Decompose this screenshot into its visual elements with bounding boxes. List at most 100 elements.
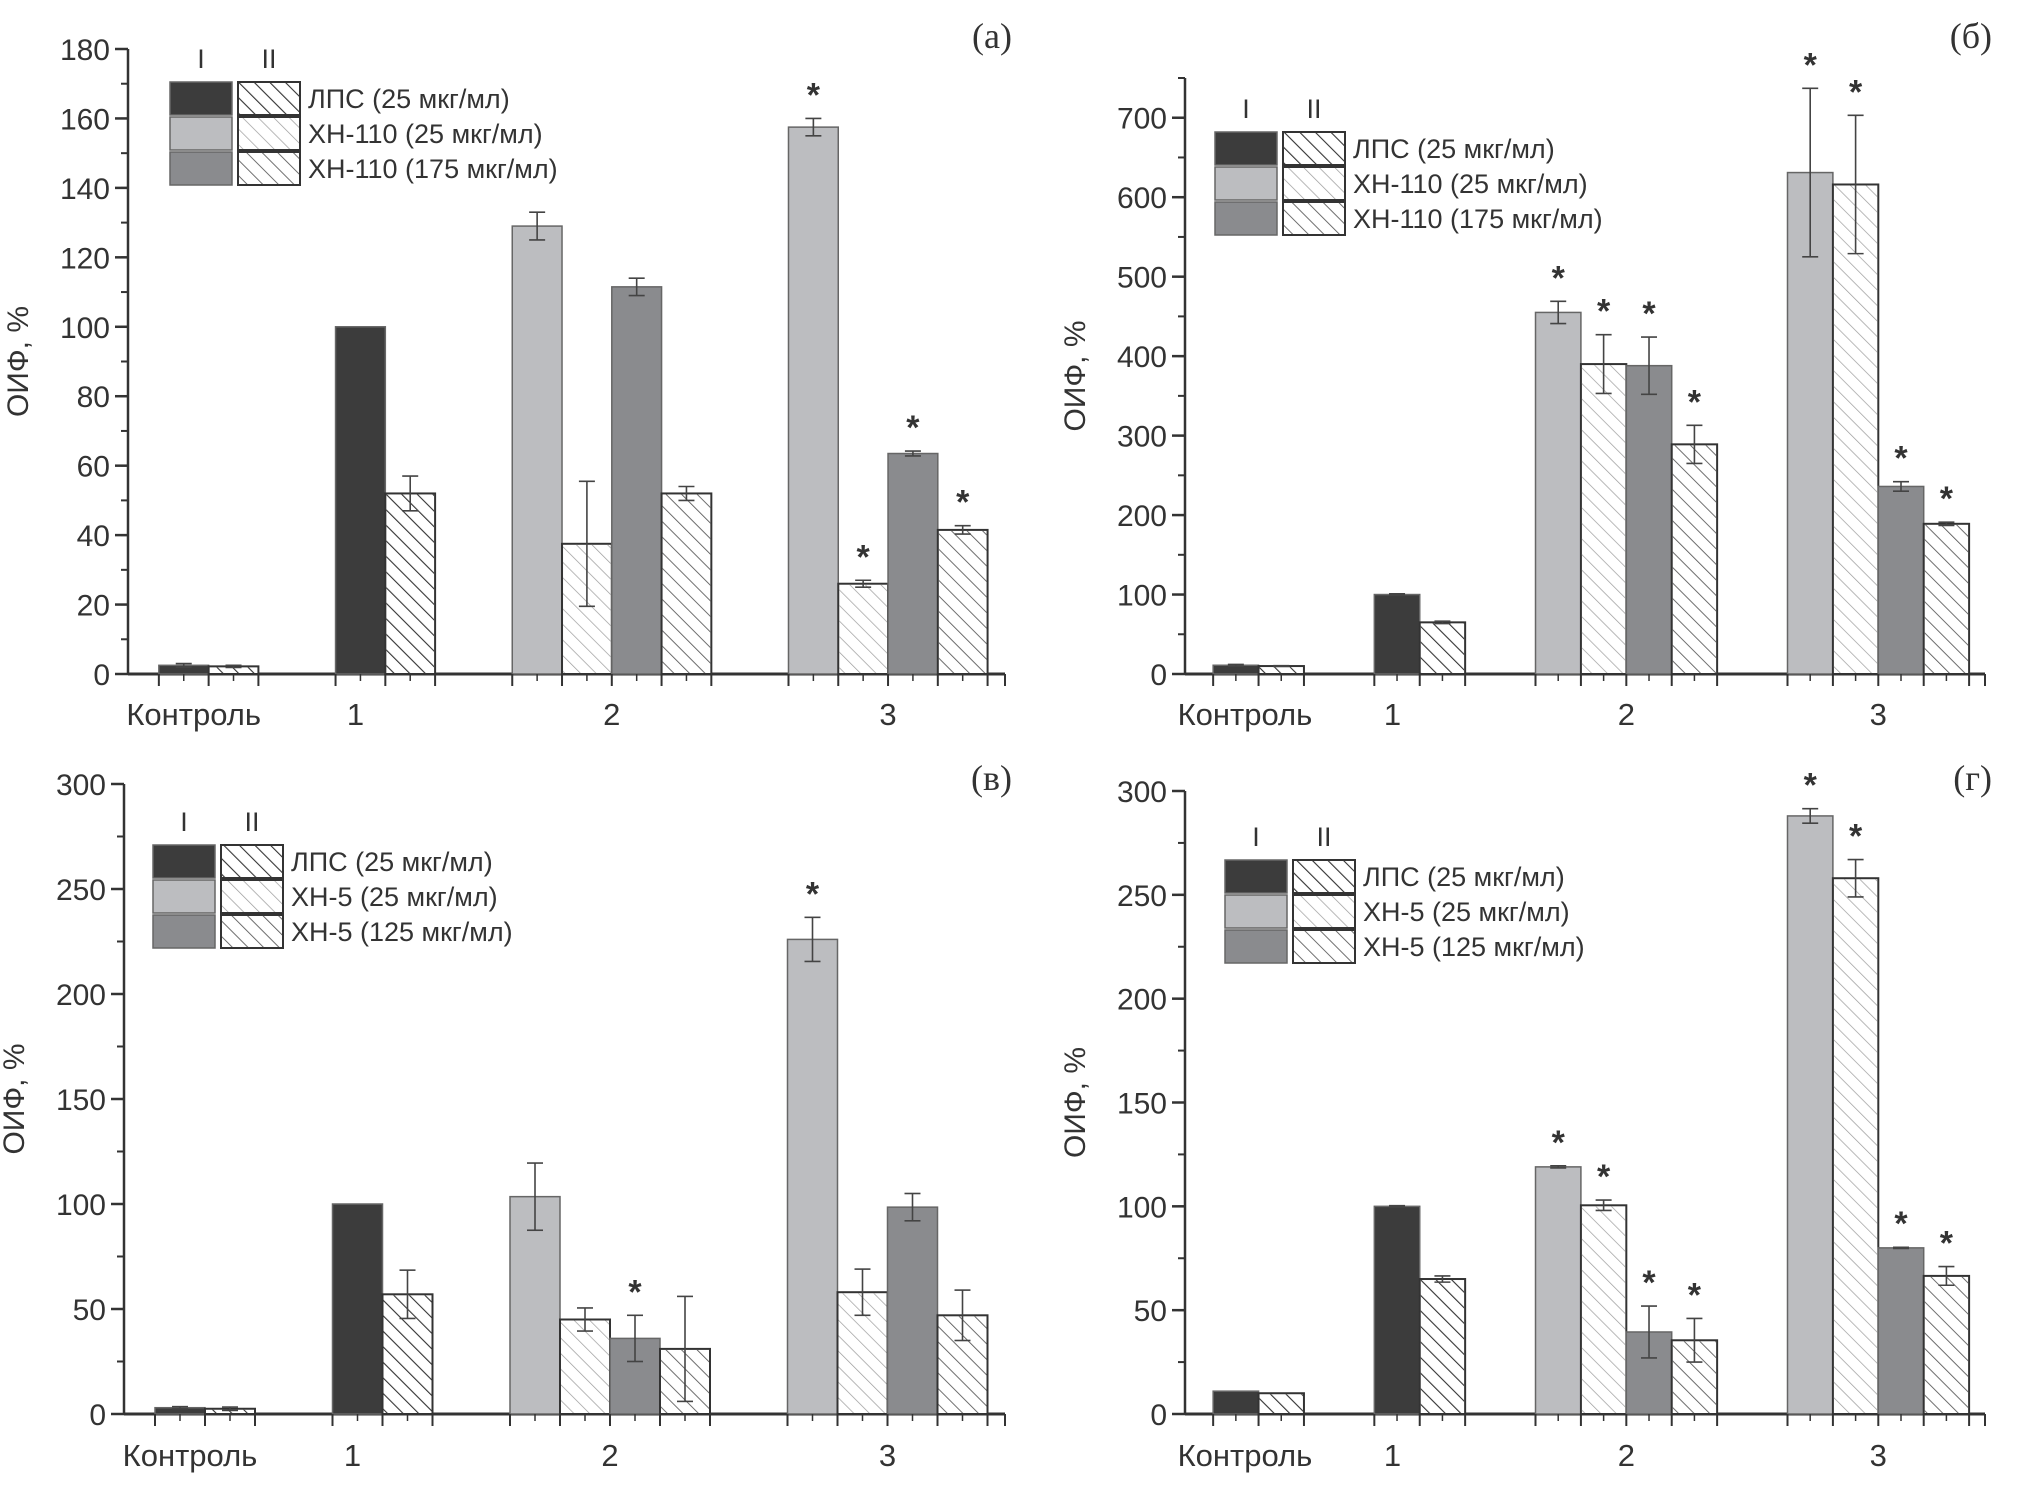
legend-swatch-ii-hatch (222, 881, 282, 912)
significance-star: * (1642, 295, 1656, 333)
y-tick-label: 0 (1150, 659, 1167, 692)
y-tick-label: 600 (1117, 182, 1167, 215)
y-tick-label: 50 (73, 1294, 106, 1327)
legend-swatch-i (169, 151, 233, 186)
y-tick-label: 160 (60, 103, 110, 136)
legend-column-header-ii: II (1306, 94, 1321, 124)
significance-star: * (1552, 259, 1566, 297)
bar (1373, 1205, 1421, 1415)
bar (1877, 1247, 1925, 1415)
y-tick-label: 200 (1117, 984, 1167, 1017)
bar (886, 1206, 939, 1415)
y-tick-label: 250 (56, 874, 106, 907)
significance-star: * (806, 875, 820, 913)
bar-hatch (561, 1320, 609, 1413)
legend-entry-label: ЛПС (25 мкг/мл) (1363, 862, 1565, 892)
bar-hatch (938, 530, 987, 673)
legend-column-header-i: I (1242, 94, 1250, 124)
y-tick-label: 40 (77, 520, 110, 553)
x-category-label: 1 (1384, 1438, 1401, 1473)
legend-swatch-ii-hatch (239, 83, 299, 114)
bar (787, 126, 840, 675)
y-tick-label: 60 (77, 451, 110, 484)
y-tick-label: 0 (1150, 1399, 1167, 1432)
x-category-label: 1 (1384, 697, 1401, 732)
bar (511, 225, 563, 675)
x-category-label: 3 (1870, 1438, 1887, 1473)
bar-hatch (1259, 1394, 1303, 1413)
chart-panel-2: (б) 0 100 200 300 400 500 600 700 ОИФ, % Контроль 1… (1059, 16, 1992, 732)
legend-swatch-ii-hatch (1284, 133, 1344, 164)
bar-hatch (209, 667, 258, 673)
significance-star: * (1804, 46, 1818, 84)
x-category-label: 2 (603, 697, 620, 732)
x-category-label: Контроль (1178, 1438, 1313, 1473)
y-tick-label: 100 (56, 1189, 106, 1222)
bar-hatch (1420, 1280, 1465, 1413)
y-tick-label: 100 (1117, 1191, 1167, 1224)
chart-panel-1: (а) 0 20 40 60 80 100 120 140 160 180 ОИФ, % Контрол… (2, 16, 1012, 732)
significance-star: * (857, 538, 871, 576)
bar-hatch (206, 1409, 254, 1413)
significance-star: * (1552, 1124, 1566, 1162)
y-axis-title: ОИФ, % (1059, 320, 1092, 431)
y-tick-label: 80 (77, 381, 110, 414)
panel-label: (а) (972, 16, 1012, 56)
bar-hatch (1833, 879, 1878, 1413)
x-category-label: 2 (601, 1438, 618, 1473)
y-tick-label: 180 (60, 34, 110, 67)
legend-swatch-i (1214, 201, 1278, 236)
significance-star: * (1597, 1158, 1611, 1196)
bar (334, 326, 387, 675)
x-category-label: 3 (1870, 697, 1887, 732)
bar-hatch (1581, 365, 1626, 673)
significance-star: * (1894, 440, 1908, 478)
legend-entry-label: ЛПС (25 мкг/мл) (1353, 134, 1555, 164)
legend-column-header-i: I (180, 807, 188, 837)
legend-swatch-i (169, 81, 233, 116)
y-tick-label: 300 (1117, 776, 1167, 809)
y-tick-label: 0 (93, 659, 110, 692)
significance-star: * (1597, 293, 1611, 331)
y-tick-label: 50 (1134, 1295, 1167, 1328)
y-tick-label: 0 (89, 1399, 106, 1432)
bar (509, 1195, 561, 1415)
legend-swatch-i (1214, 166, 1278, 201)
bar-hatch (1259, 667, 1303, 673)
y-tick-label: 120 (60, 242, 110, 275)
legend-entry-label: ХН-5 (25 мкг/мл) (1363, 897, 1570, 927)
legend-swatch-ii-hatch (1284, 168, 1344, 199)
legend-swatch-ii-hatch (1284, 203, 1344, 234)
legend-swatch-ii-hatch (1294, 861, 1354, 892)
legend-swatch-ii-hatch (1294, 896, 1354, 927)
legend-swatch-i (1224, 894, 1288, 929)
bar (611, 286, 663, 675)
legend-swatch-i (1214, 131, 1278, 166)
y-tick-label: 150 (1117, 1088, 1167, 1121)
significance-star: * (1849, 73, 1863, 111)
significance-star: * (956, 484, 970, 522)
bar (1786, 815, 1834, 1415)
bar (887, 452, 939, 675)
legend-swatch-i (1224, 859, 1288, 894)
y-tick-label: 150 (56, 1084, 106, 1117)
legend-entry-label: ХН-110 (25 мкг/мл) (1353, 169, 1588, 199)
legend-swatch-i (169, 116, 233, 151)
significance-star: * (1688, 383, 1702, 421)
bar (1534, 1166, 1582, 1415)
bar-hatch (1420, 623, 1465, 673)
legend-swatch-i (152, 879, 216, 914)
y-tick-label: 20 (77, 590, 110, 623)
x-category-label: Контроль (123, 1438, 258, 1473)
bar (1877, 485, 1925, 675)
panel-label: (в) (971, 758, 1012, 798)
legend-entry-label: ЛПС (25 мкг/мл) (291, 847, 493, 877)
legend-swatch-ii-hatch (1294, 931, 1354, 962)
significance-star: * (1849, 818, 1863, 856)
bar-hatch (1924, 524, 1969, 673)
y-tick-label: 140 (60, 173, 110, 206)
x-category-label: Контроль (1178, 697, 1313, 732)
